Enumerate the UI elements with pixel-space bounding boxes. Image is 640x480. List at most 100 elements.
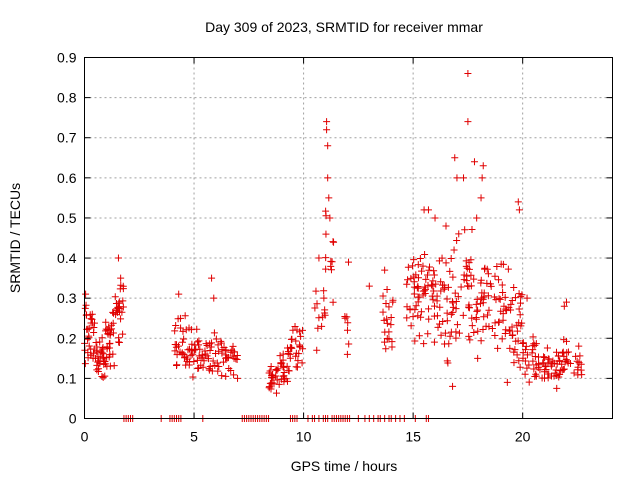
data-point — [291, 322, 299, 330]
data-point — [426, 263, 434, 271]
data-point — [298, 326, 306, 334]
data-point — [84, 325, 92, 333]
data-point — [431, 302, 439, 310]
data-point — [110, 362, 118, 370]
data-point — [480, 313, 488, 321]
data-point — [540, 359, 548, 367]
data-point — [450, 246, 458, 254]
data-point — [574, 366, 582, 374]
data-point — [433, 292, 441, 300]
data-point — [491, 272, 499, 280]
data-point — [91, 319, 99, 327]
data-point — [222, 347, 230, 355]
data-point — [540, 353, 548, 361]
data-point — [503, 378, 511, 386]
data-point — [443, 295, 451, 303]
data-point — [345, 340, 353, 348]
data-point — [460, 174, 468, 182]
data-point — [273, 376, 281, 384]
data-point — [498, 335, 506, 343]
data-point — [496, 295, 504, 303]
data-point — [177, 324, 185, 332]
data-point — [389, 296, 397, 304]
data-point — [220, 343, 228, 351]
x-tick-labels: 0 5 10 15 20 — [81, 429, 531, 445]
data-point — [184, 346, 192, 354]
data-point — [572, 352, 580, 360]
data-point — [82, 301, 90, 309]
data-point — [545, 355, 553, 363]
data-point — [116, 285, 124, 293]
data-point — [418, 267, 426, 275]
data-point — [410, 290, 418, 298]
data-point — [528, 349, 536, 357]
data-point — [109, 350, 117, 358]
x-tick-label: 0 — [81, 429, 89, 445]
data-point — [525, 378, 533, 386]
data-point — [441, 340, 449, 348]
data-point — [175, 342, 183, 350]
data-point — [382, 345, 390, 353]
data-point — [556, 371, 564, 379]
data-point — [462, 262, 470, 270]
data-point — [106, 362, 114, 370]
data-point — [510, 348, 518, 356]
data-point — [449, 308, 457, 316]
data-point — [385, 328, 393, 336]
data-point — [330, 238, 338, 246]
data-point — [515, 319, 523, 327]
y-tick-label: 0.9 — [57, 50, 77, 66]
data-point — [322, 254, 330, 262]
data-point — [410, 256, 418, 264]
data-point — [383, 319, 391, 327]
data-point — [381, 266, 389, 274]
data-point — [174, 315, 182, 323]
data-point — [560, 336, 568, 344]
data-point — [218, 339, 226, 347]
data-point — [478, 174, 486, 182]
data-point — [473, 214, 481, 222]
data-point — [424, 281, 432, 289]
data-point — [92, 339, 100, 347]
data-point — [575, 342, 583, 350]
data-point — [508, 323, 516, 331]
data-point — [229, 342, 237, 350]
data-point — [504, 265, 512, 273]
data-point — [99, 373, 107, 381]
data-point — [451, 289, 459, 297]
data-point — [433, 312, 441, 320]
data-point — [423, 271, 431, 279]
axis-ticks — [84, 57, 613, 419]
data-point — [470, 275, 478, 283]
data-point — [404, 263, 412, 271]
data-point — [443, 357, 451, 365]
data-point — [460, 271, 468, 279]
data-point — [570, 369, 578, 377]
data-point — [414, 312, 422, 320]
data-point — [541, 353, 549, 361]
data-point — [115, 334, 123, 342]
data-point — [119, 330, 127, 338]
y-axis-title: SRMTID / TECUs — [7, 183, 23, 293]
data-point — [453, 236, 461, 244]
data-point — [194, 365, 202, 373]
data-point — [465, 304, 473, 312]
data-point — [403, 280, 411, 288]
data-point — [293, 363, 301, 371]
data-point — [420, 340, 428, 348]
data-point — [436, 303, 444, 311]
data-point — [479, 299, 487, 307]
data-point — [185, 358, 193, 366]
data-point — [327, 266, 335, 274]
data-point — [508, 296, 516, 304]
data-point — [541, 363, 549, 371]
x-tick-label: 10 — [296, 429, 312, 445]
data-point — [109, 319, 117, 327]
data-point — [452, 334, 460, 342]
data-point — [173, 361, 181, 369]
data-point — [474, 354, 482, 362]
data-point — [287, 335, 295, 343]
data-point — [560, 302, 568, 310]
data-point — [431, 214, 439, 222]
